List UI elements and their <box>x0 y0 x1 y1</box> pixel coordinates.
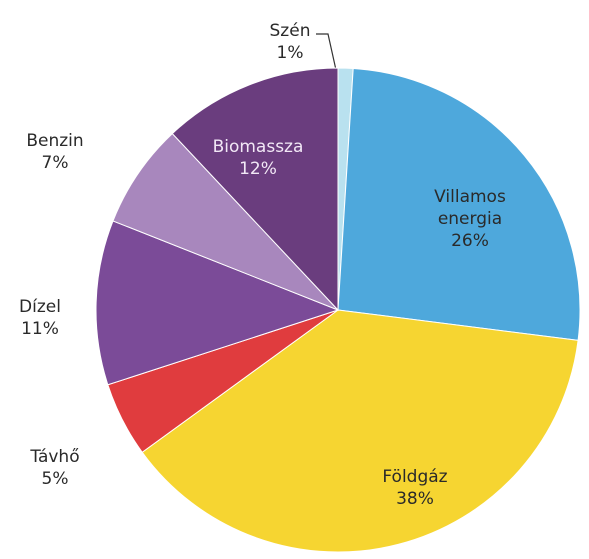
pie-slice <box>337 67 581 341</box>
pie-slice <box>141 309 579 553</box>
category-label: Villamos energia <box>434 187 506 229</box>
pie-slice <box>171 67 339 312</box>
pie-slice <box>112 132 339 311</box>
slice-label: Szén 1% <box>235 20 345 64</box>
slice-label: Földgáz 38% <box>360 466 470 510</box>
value-label: 7% <box>41 153 69 173</box>
slice-label: Biomassza 12% <box>203 136 313 180</box>
slice-label: Benzin 7% <box>0 130 110 174</box>
value-label: 38% <box>396 489 434 509</box>
value-label: 26% <box>451 231 489 251</box>
pie-slice <box>95 220 340 386</box>
slice-label: Távhő 5% <box>0 446 110 490</box>
leader-line <box>316 33 337 71</box>
value-label: 11% <box>21 319 59 339</box>
category-label: Szén <box>269 21 311 41</box>
category-label: Földgáz <box>382 467 448 487</box>
category-label: Biomassza <box>212 137 304 157</box>
value-label: 12% <box>239 159 277 179</box>
slice-label: Dízel 11% <box>0 296 95 340</box>
value-label: 1% <box>276 43 304 63</box>
value-label: 5% <box>41 469 69 489</box>
category-label: Dízel <box>19 297 61 317</box>
slice-label: Villamos energia 26% <box>415 186 525 252</box>
category-label: Benzin <box>26 131 84 151</box>
category-label: Távhő <box>30 447 80 467</box>
